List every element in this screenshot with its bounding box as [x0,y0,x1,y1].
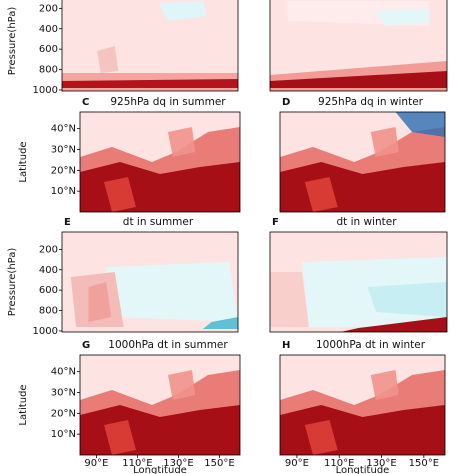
field-patch [168,127,196,157]
panel [280,112,445,212]
y-axis-label: Pressure(hPa) [7,7,18,76]
y-tick-label: 1000 [33,326,58,337]
panel-label: E [64,217,71,228]
panel-label: G [82,340,90,351]
x-tick-label: 90°E [285,458,309,469]
y-tick-label: 200 [39,244,58,255]
y-tick-label: 30°N [51,145,76,156]
panel-title: 1000hPa dt in summer [108,339,228,351]
field-patch [370,127,399,157]
y-axis-label: Pressure(hPa) [7,248,18,317]
panel-title: 1000hPa dt in winter [316,339,426,351]
y-axis-label: Latitude [18,141,29,182]
y-tick-label: 40°N [51,124,76,135]
panel-frame [61,231,239,333]
x-tick-label: 90°E [84,458,108,469]
panel-frame [79,354,241,456]
y-tick-label: 600 [39,285,58,296]
x-tick-label: 130°E [163,458,193,469]
field-patch [80,355,240,375]
y-tick-label: 600 [39,44,58,55]
y-tick-label: 10°N [51,429,76,440]
field-patch [370,370,399,400]
field-patch [340,317,447,332]
y-tick-label: 800 [39,65,58,76]
field-patch [280,355,445,375]
panel [280,355,445,455]
y-tick-label: 20°N [51,408,76,419]
y-tick-label: 1000 [33,85,58,96]
x-tick-label: 130°E [366,458,396,469]
panel-frame [269,0,448,92]
x-tick-label: 110°E [324,458,354,469]
field-patch [376,9,430,26]
field-patch [62,79,238,88]
field-patch [367,282,447,317]
y-tick-label: 400 [39,265,58,276]
x-tick-label: 150°E [409,458,439,469]
field-patch [202,317,238,329]
panel-label: H [282,340,290,351]
field-patch [104,177,136,212]
field-patch [304,177,338,212]
field-patch [304,420,338,455]
panel-title: 925hPa dq in winter [318,96,424,108]
panel [80,355,240,455]
x-tick-label: 110°E [122,458,152,469]
field-patch [104,420,136,455]
x-tick-label: 150°E [204,458,234,469]
panel [62,0,238,91]
y-tick-label: 800 [39,306,58,317]
field-patch [106,262,238,322]
panel [62,232,238,332]
panel [270,232,447,332]
y-tick-label: 200 [39,3,58,14]
panel-frame [279,111,446,213]
panel [270,0,447,91]
y-tick-label: 30°N [51,388,76,399]
y-axis-label: Latitude [18,384,29,425]
y-tick-label: 20°N [51,165,76,176]
x-axis-label: Longtitude [336,465,390,474]
field-patch [88,282,112,322]
panel-label: C [82,97,89,108]
panel-frame [79,111,241,213]
panel-title: 925hPa dq in summer [110,96,226,108]
field-patch [270,71,447,88]
y-tick-label: 10°N [51,186,76,197]
panel-frame [279,354,446,456]
y-tick-label: 400 [39,24,58,35]
panel-title: dt in winter [336,216,397,228]
field-patch [97,46,119,73]
y-tick-label: 40°N [51,367,76,378]
panel-frame [61,0,239,92]
field-patch [158,1,207,21]
panel-frame [269,231,448,333]
panel [80,112,240,212]
panel-label: F [272,217,279,228]
field-patch [168,370,196,400]
panel-title: dt in summer [123,216,194,228]
field-patch [395,112,445,137]
field-patch [270,272,309,327]
x-axis-label: Longtitude [133,465,187,474]
panel-label: D [282,97,290,108]
